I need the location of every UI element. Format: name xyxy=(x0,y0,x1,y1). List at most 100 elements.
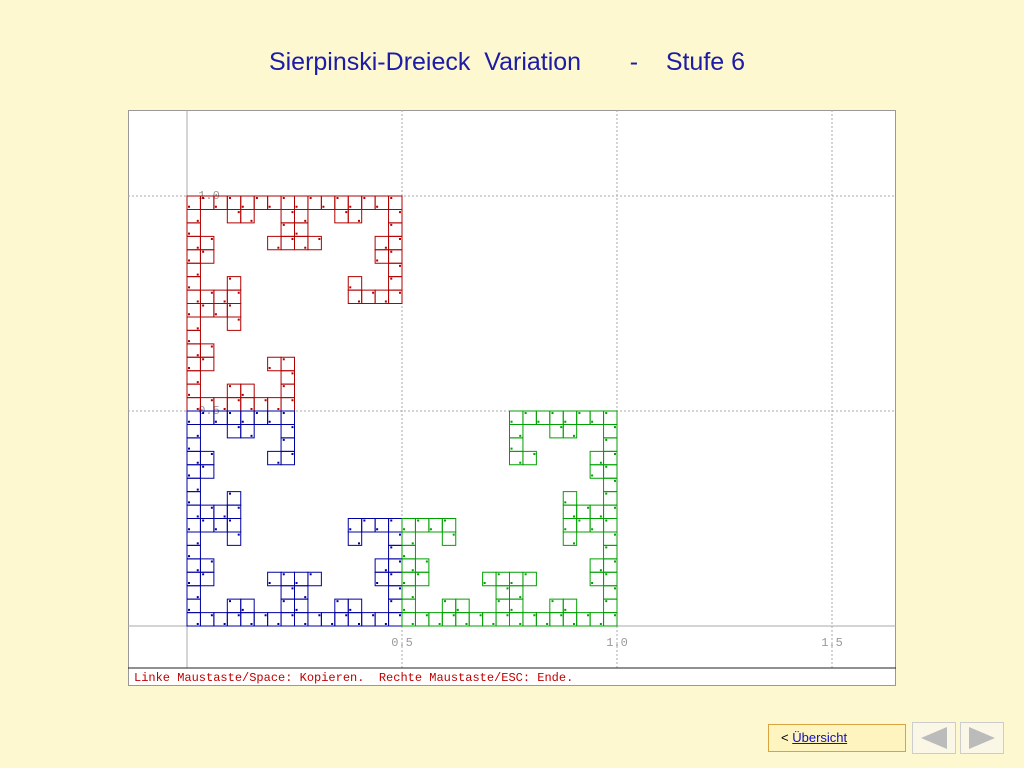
cell-dot xyxy=(202,304,205,307)
fractal-cell xyxy=(414,612,430,627)
status-text: Linke Maustaste/Space: Kopieren. Rechte … xyxy=(134,671,573,685)
cell-dot xyxy=(291,453,294,455)
fractal-cell xyxy=(388,276,403,291)
cell-dot xyxy=(403,608,406,611)
cell-dot xyxy=(291,587,294,590)
cell-dot xyxy=(444,600,446,603)
cell-dot xyxy=(564,528,567,531)
fractal-cell xyxy=(186,531,201,546)
prev-button[interactable] xyxy=(912,722,956,754)
cell-dot xyxy=(264,614,267,617)
next-button[interactable] xyxy=(960,722,1004,754)
fractal-cell xyxy=(186,208,201,224)
cell-dot xyxy=(309,197,312,200)
cell-dot xyxy=(268,420,271,423)
fractal-cell xyxy=(482,571,497,587)
cell-dot xyxy=(237,399,240,402)
cell-dot xyxy=(497,600,500,603)
fractal-cell xyxy=(226,276,242,291)
cell-dot xyxy=(497,573,500,576)
cell-dot xyxy=(524,412,527,415)
cell-dot xyxy=(578,519,581,522)
cell-dot xyxy=(268,367,271,369)
fractal-cell xyxy=(280,437,295,452)
fractal-cell xyxy=(307,235,322,251)
cell-dot xyxy=(214,205,217,208)
fractal-cell xyxy=(186,370,201,385)
cell-dot xyxy=(291,238,294,240)
cell-dot xyxy=(196,488,199,491)
cell-dot xyxy=(237,533,240,536)
cell-dot xyxy=(573,515,575,518)
cell-dot xyxy=(372,614,375,617)
cell-dot xyxy=(390,223,393,226)
cell-dot xyxy=(223,300,226,303)
cell-dot xyxy=(510,447,513,450)
cell-dot xyxy=(591,420,594,423)
cell-dot xyxy=(560,614,563,617)
cell-dot xyxy=(264,399,267,402)
fractal-cell xyxy=(267,571,282,587)
cell-dot xyxy=(403,555,406,558)
cell-dot xyxy=(390,250,393,253)
cell-dot xyxy=(390,600,393,603)
cell-dot xyxy=(196,542,199,545)
fractal-cell xyxy=(186,423,201,439)
cell-dot xyxy=(210,399,213,402)
cell-dot xyxy=(519,434,522,437)
cell-dot xyxy=(411,622,414,625)
cell-dot xyxy=(403,582,406,584)
cell-dot xyxy=(188,340,191,343)
cell-dot xyxy=(465,622,468,625)
cell-dot xyxy=(295,232,298,235)
cell-dot xyxy=(282,412,285,415)
x-tick-label: 1.5 xyxy=(821,636,843,650)
cell-dot xyxy=(237,426,240,429)
cell-dot xyxy=(250,219,253,222)
cell-dot xyxy=(277,622,280,625)
cell-dot xyxy=(613,426,616,429)
cell-dot xyxy=(196,407,199,410)
fractal-cell xyxy=(280,383,295,399)
cell-dot xyxy=(196,327,199,330)
cell-dot xyxy=(551,600,554,603)
cell-dot xyxy=(456,608,459,611)
fractal-cell xyxy=(576,612,591,627)
cell-dot xyxy=(591,528,594,531)
fractal-cell xyxy=(280,598,295,614)
fractal-cell xyxy=(213,410,228,425)
cell-dot xyxy=(587,614,590,617)
fractal-cell xyxy=(374,195,390,210)
cell-dot xyxy=(214,528,217,531)
cell-dot xyxy=(210,506,213,509)
cell-dot xyxy=(188,501,191,504)
cell-dot xyxy=(277,246,280,249)
cell-dot xyxy=(188,608,191,611)
cell-dot xyxy=(237,211,240,214)
fractal-cell xyxy=(226,491,242,506)
cell-dot xyxy=(613,560,616,563)
cell-dot xyxy=(282,438,285,441)
cell-dot xyxy=(349,608,352,611)
fractal-cell xyxy=(253,612,269,627)
cell-dot xyxy=(599,622,602,625)
cell-dot xyxy=(492,622,495,625)
cell-dot xyxy=(202,412,205,415)
fractal-cell xyxy=(374,518,390,533)
cell-dot xyxy=(358,542,360,545)
cell-dot xyxy=(605,546,608,549)
cell-dot xyxy=(533,614,536,617)
overview-link[interactable]: Übersicht xyxy=(792,730,848,745)
fractal-cell xyxy=(267,410,282,425)
cell-dot xyxy=(318,614,321,617)
cell-dot xyxy=(188,205,191,208)
cell-dot xyxy=(336,600,339,603)
cell-dot xyxy=(229,385,231,388)
cell-dot xyxy=(605,492,608,495)
cell-dot xyxy=(599,515,602,518)
cell-dot xyxy=(237,318,240,321)
cell-dot xyxy=(358,300,360,303)
cell-dot xyxy=(390,546,393,549)
fractal-cell xyxy=(199,612,215,627)
cell-dot xyxy=(510,582,513,584)
